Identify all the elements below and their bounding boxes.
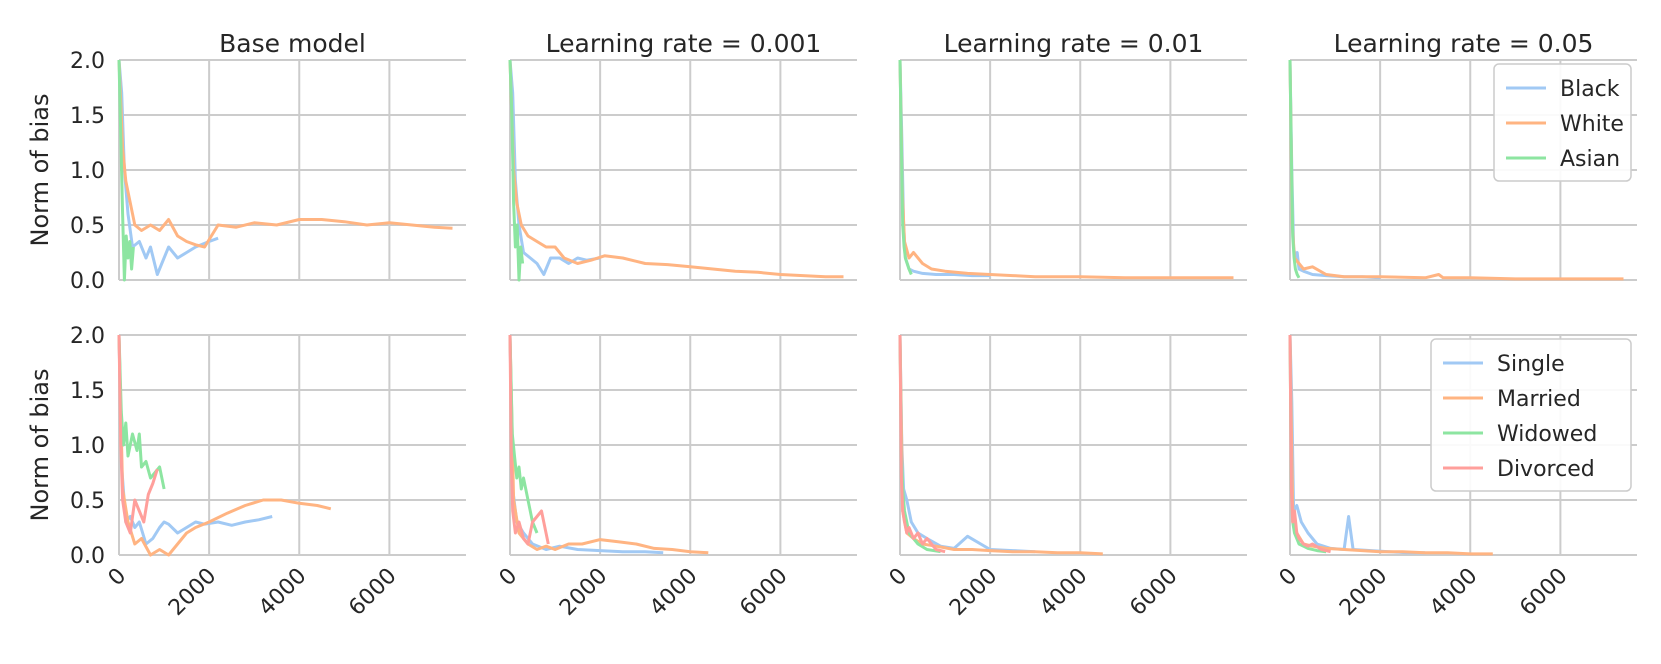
legend-box (1493, 63, 1632, 182)
panel-0-3: Learning rate = 0.05 Black White Asian (1288, 29, 1637, 281)
series-line-asian (117, 59, 135, 282)
series-line-white (898, 59, 1234, 280)
legend-label: Married (1497, 387, 1581, 412)
y-tick-label: 1.0 (70, 159, 105, 184)
series-line-black (508, 59, 601, 276)
y-tick-label: 0.5 (70, 489, 105, 514)
series-line-widowed (898, 334, 941, 554)
series-line-single (1288, 334, 1426, 555)
legend-label: Single (1497, 352, 1565, 377)
x-tick-label: 6000 (1515, 564, 1572, 621)
y-tick-label: 1.5 (70, 104, 105, 129)
x-tick-label: 2000 (164, 564, 221, 621)
series-line-asian (1288, 59, 1301, 279)
panel-1-1: 0 2000 4000 6000 (495, 334, 857, 621)
panel-0-0: Base model 0.0 0.5 1.0 1.5 2.0 Norm of bias (26, 29, 466, 294)
x-tick-label: 4000 (1035, 564, 1092, 621)
x-tick-label: 2000 (945, 564, 1002, 621)
legend-label: Widowed (1497, 422, 1597, 447)
series-line-black (898, 59, 991, 278)
y-tick-label: 1.0 (70, 434, 105, 459)
series-line-white (508, 59, 844, 279)
legend-box (1430, 338, 1632, 492)
x-tick-label: 0 (1275, 564, 1303, 592)
y-tick-label: 0.0 (70, 544, 105, 569)
x-tick-label: 2000 (1335, 564, 1392, 621)
legend-label: Divorced (1497, 457, 1595, 482)
series-line-single (117, 334, 273, 546)
series-line-white (117, 59, 453, 249)
legend: Single Married Widowed Divorced (1430, 338, 1632, 492)
panel-1-2: 0 2000 4000 6000 (885, 334, 1247, 621)
series-line-asian (898, 59, 913, 276)
series-line-married (508, 334, 709, 555)
y-tick-label: 2.0 (70, 324, 105, 349)
x-tick-label: 6000 (344, 564, 401, 621)
panel-1-0: 0.0 0.5 1.0 1.5 2.0 Norm of bias 0 2000 4000 6000 (26, 324, 466, 621)
series-line-black (1288, 59, 1381, 280)
series-line-widowed (508, 334, 539, 534)
series-line-divorced (117, 334, 159, 535)
x-tick-label: 0 (885, 564, 913, 592)
panel-0-1: Learning rate = 0.001 (508, 29, 857, 282)
x-tick-label: 4000 (645, 564, 702, 621)
legend-label: Asian (1560, 147, 1620, 172)
y-axis-label: Norm of bias (26, 94, 54, 247)
x-tick-label: 2000 (555, 564, 612, 621)
panel-0-2: Learning rate = 0.01 (898, 29, 1247, 281)
legend-label: White (1560, 112, 1624, 137)
series-line-asian (508, 59, 525, 282)
series-line-divorced (898, 334, 946, 554)
y-tick-label: 0.0 (70, 269, 105, 294)
panel-title: Learning rate = 0.001 (546, 29, 822, 58)
series-line-single (898, 334, 1036, 554)
series-line-divorced (508, 334, 550, 546)
series-line-married (117, 334, 332, 557)
series-line-white (1288, 59, 1624, 281)
y-axis-label: Norm of bias (26, 369, 54, 522)
series-line-black (117, 59, 219, 276)
panel-title: Base model (219, 29, 366, 58)
legend-label: Black (1560, 77, 1620, 102)
panel-title: Learning rate = 0.05 (1334, 29, 1594, 58)
x-tick-label: 0 (104, 564, 132, 592)
panel-title: Learning rate = 0.01 (944, 29, 1204, 58)
series-line-widowed (117, 334, 166, 490)
x-tick-label: 4000 (254, 564, 311, 621)
x-tick-label: 6000 (735, 564, 792, 621)
x-tick-label: 6000 (1125, 564, 1182, 621)
x-tick-label: 4000 (1425, 564, 1482, 621)
y-tick-label: 1.5 (70, 379, 105, 404)
panel-1-3: 0 2000 4000 6000 Single Married Widowed Divorce… (1275, 334, 1637, 621)
legend: Black White Asian (1493, 63, 1632, 182)
y-tick-label: 0.5 (70, 214, 105, 239)
y-tick-label: 2.0 (70, 49, 105, 74)
x-tick-label: 0 (495, 564, 523, 592)
series-line-divorced (1288, 334, 1331, 554)
